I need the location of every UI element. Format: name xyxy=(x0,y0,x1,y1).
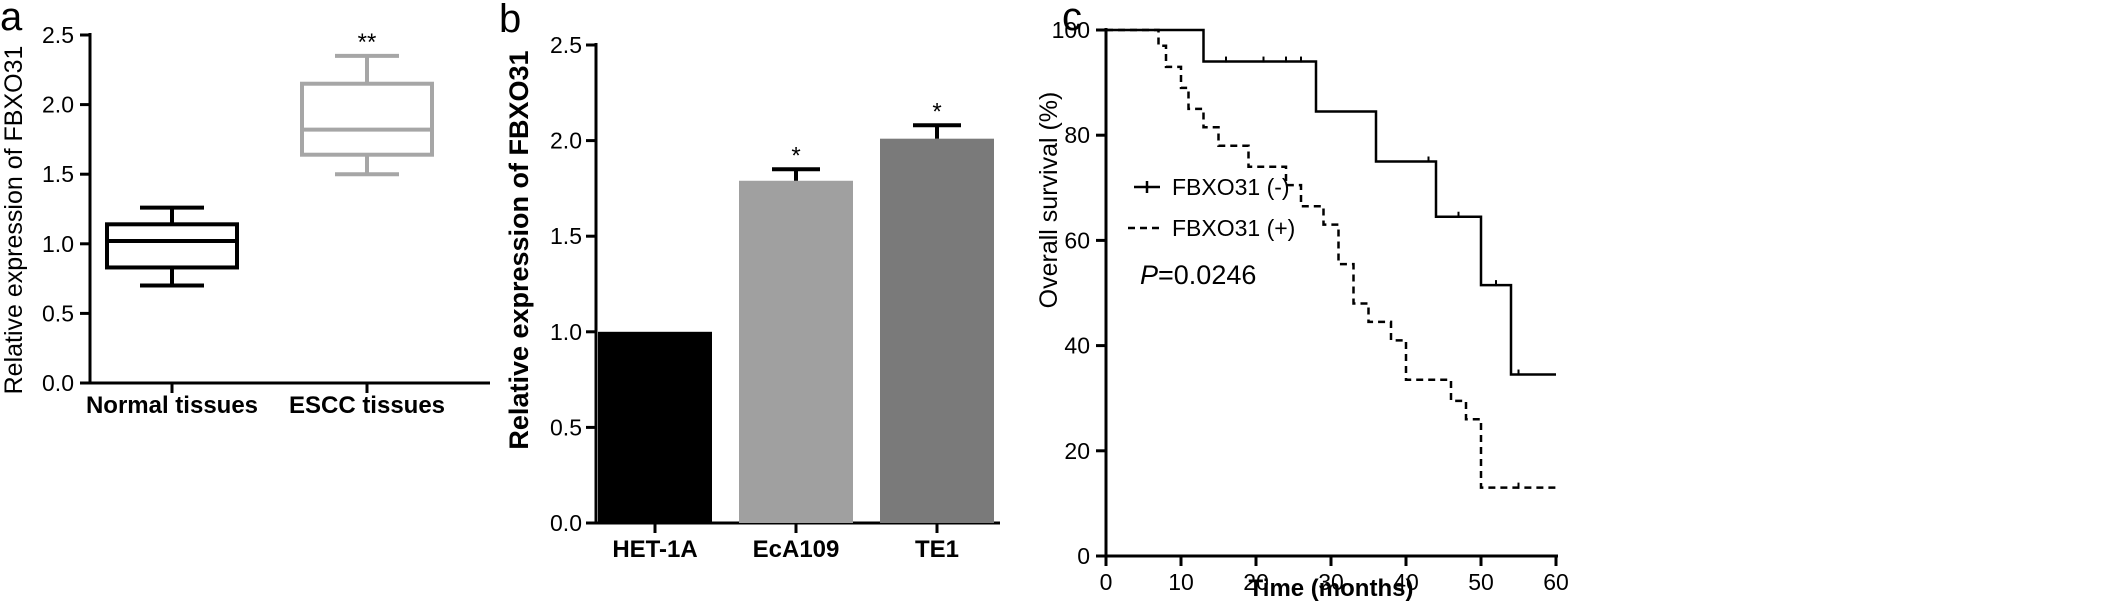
panel-b-marks: ** xyxy=(598,98,994,524)
panel-a-y-axis-title: Relative expression of FBXO31 xyxy=(0,46,28,395)
p-value-letter: P xyxy=(1140,260,1158,290)
panel-c: c Overall survival (%) Time (months) 0 20… xyxy=(1035,0,1569,602)
panel-a-y-tick-label: 1.0 xyxy=(42,231,74,257)
panel-c-x-axis-title: Time (months) xyxy=(1249,575,1414,602)
panel-c-x-tick-label: 60 xyxy=(1543,569,1569,595)
panel-c-axes: 0 20 40 60 80 100 0 10 20 30 40 50 60 xyxy=(1052,17,1569,595)
significance-label: * xyxy=(791,142,800,169)
panel-letter-a: a xyxy=(0,0,23,39)
panel-b-y-axis-title: Relative expression of FBXO31 xyxy=(504,50,534,449)
panel-a-y-tick-label: 2.5 xyxy=(42,22,74,48)
panel-c-y-axis-title: Overall survival (%) xyxy=(1035,92,1063,309)
panel-a-marks: ** xyxy=(105,29,434,288)
panel-a-category-label: ESCC tissues xyxy=(289,392,445,419)
panel-b-y-tick-label: 0.5 xyxy=(550,414,582,440)
panel-a: a Relative expression of FBXO31 0.0 0.5 1.… xyxy=(0,0,490,419)
panel-letter-b: b xyxy=(499,0,521,41)
survival-curve-positive xyxy=(1106,28,1556,489)
significance-label: ** xyxy=(358,29,377,56)
panel-b-category-label: HET-1A xyxy=(612,536,697,563)
panel-c-x-tick-label: 20 xyxy=(1243,569,1269,595)
panel-b-y-tick-label: 0.0 xyxy=(550,510,582,536)
panel-c-legend: FBXO31 (-) FBXO31 (+) xyxy=(1128,174,1295,241)
panel-c-y-tick-label: 80 xyxy=(1064,122,1090,148)
panel-c-y-tick-label: 40 xyxy=(1064,333,1090,359)
panel-c-x-tick-label: 30 xyxy=(1318,569,1344,595)
panel-a-axes: 0.0 0.5 1.0 1.5 2.0 2.5 Normal tissues ESCC tis… xyxy=(42,22,490,419)
panel-c-x-tick-label: 0 xyxy=(1100,569,1113,595)
panel-a-y-tick-label: 1.5 xyxy=(42,161,74,187)
panel-c-x-tick-label: 10 xyxy=(1168,569,1194,595)
panel-c-y-tick-label: 60 xyxy=(1064,227,1090,253)
bar xyxy=(739,180,853,523)
box-body xyxy=(105,222,239,270)
p-value-number: =0.0246 xyxy=(1158,260,1256,290)
panel-b-y-tick-label: 2.0 xyxy=(550,128,582,154)
panel-letter-c: c xyxy=(1062,0,1082,39)
panel-b-y-tick-label: 1.0 xyxy=(550,319,582,345)
significance-label: * xyxy=(932,98,941,125)
panel-c-x-tick-label: 40 xyxy=(1393,569,1419,595)
panel-a-y-tick-label: 0.5 xyxy=(42,300,74,326)
p-value-annotation: P=0.0246 xyxy=(1140,260,1256,290)
panel-b-category-label: TE1 xyxy=(915,536,959,563)
panel-c-y-tick-label: 20 xyxy=(1064,438,1090,464)
panel-a-y-tick-label: 0.0 xyxy=(42,370,74,396)
legend-label-positive: FBXO31 (+) xyxy=(1172,215,1295,241)
panel-b-y-tick-label: 2.5 xyxy=(550,32,582,58)
panel-b-y-tick-label: 1.5 xyxy=(550,223,582,249)
survival-curve-negative xyxy=(1106,28,1556,376)
panel-c-y-tick-label: 0 xyxy=(1077,543,1090,569)
panel-a-category-label: Normal tissues xyxy=(86,392,258,419)
bar xyxy=(598,331,712,523)
legend-label-negative: FBXO31 (-) xyxy=(1172,174,1290,200)
bar xyxy=(880,138,994,524)
panel-b: b Relative expression of FBXO31 0.0 0.5 1.… xyxy=(499,0,1000,563)
box-body xyxy=(300,81,434,157)
panel-a-y-tick-label: 2.0 xyxy=(42,92,74,118)
panel-b-category-label: EcA109 xyxy=(753,536,840,563)
panel-c-x-tick-label: 50 xyxy=(1468,569,1494,595)
panel-c-marks xyxy=(1106,28,1556,489)
panel-c-y-tick-label: 100 xyxy=(1052,17,1090,43)
